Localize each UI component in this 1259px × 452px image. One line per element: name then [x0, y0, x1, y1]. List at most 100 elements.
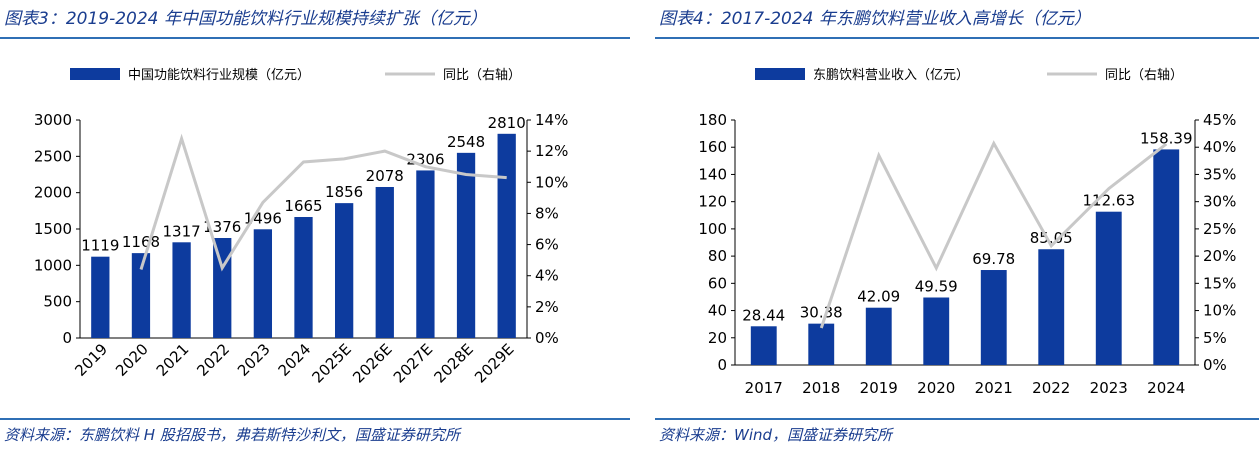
bar-data-label: 112.63	[1083, 192, 1136, 210]
x-tick-label: 2022	[1032, 379, 1070, 397]
figure-title: 图表3：2019-2024 年中国功能饮料行业规模持续扩张（亿元）	[4, 9, 487, 29]
bar	[865, 307, 892, 365]
y-tick-label: 1000	[34, 256, 72, 274]
bar	[456, 152, 476, 338]
y2-tick-label: 5%	[1203, 329, 1227, 347]
y2-tick-label: 35%	[1203, 165, 1236, 183]
bar	[375, 186, 394, 338]
x-tick-label: 2024	[1147, 379, 1185, 397]
x-tick-label: 2023	[234, 340, 274, 380]
y-tick-label: 60	[708, 274, 727, 292]
y2-tick-label: 20%	[1203, 247, 1236, 265]
bar	[497, 133, 516, 338]
y-tick-label: 500	[43, 293, 72, 311]
bar-data-label: 1496	[244, 209, 282, 227]
bar-data-label: 1168	[122, 233, 160, 251]
y-tick-label: 0	[717, 356, 727, 374]
y-tick-label: 40	[708, 302, 727, 320]
bar-data-label: 2078	[366, 167, 404, 185]
chart-panel-revenue: 图表4：2017-2024 年东鹏饮料营业收入高增长（亿元） 东鹏饮料营业收入（…	[655, 0, 1259, 452]
x-tick-label: 2021	[153, 340, 193, 380]
bar	[1095, 211, 1122, 365]
bar	[334, 203, 354, 338]
bar-data-label: 1317	[162, 222, 200, 240]
y-tick-label: 3000	[34, 111, 72, 129]
x-tick-label: 2023	[1090, 379, 1128, 397]
legend-swatch-bar	[755, 68, 805, 80]
y2-tick-label: 25%	[1203, 220, 1236, 238]
y-tick-label: 120	[698, 193, 727, 211]
bar-data-label: 2548	[447, 133, 485, 151]
y-tick-label: 1500	[34, 220, 72, 238]
x-tick-label: 2025E	[309, 340, 355, 386]
bar	[172, 242, 191, 338]
bar-data-label: 1119	[81, 237, 119, 255]
bar	[1153, 149, 1180, 365]
x-tick-label: 2026E	[349, 340, 395, 386]
bar	[253, 229, 273, 338]
y2-tick-label: 0%	[1203, 356, 1227, 374]
y-tick-label: 80	[708, 247, 727, 265]
bar-data-label: 28.44	[742, 306, 785, 324]
bar-data-label: 42.09	[857, 288, 900, 306]
x-tick-label: 2020	[112, 340, 152, 380]
bar	[980, 270, 1007, 365]
revenue-chart: 东鹏饮料营业收入（亿元） 同比（右轴） 0 20 40 60 80 100 120 140 160 1…	[698, 68, 1236, 397]
y2-tick-label: 8%	[535, 204, 559, 222]
y2-tick-label: 10%	[1203, 302, 1236, 320]
bar-data-label: 1856	[325, 183, 363, 201]
legend-label-bar: 中国功能饮料行业规模（亿元）	[128, 68, 310, 83]
x-tick-label: 2028E	[430, 340, 476, 386]
title-divider	[655, 37, 1259, 39]
y-tick-label: 2500	[34, 147, 72, 165]
bar-data-label: 1376	[203, 218, 241, 236]
y2-tick-label: 14%	[535, 111, 568, 129]
bar-data-label: 2810	[488, 114, 526, 132]
y2-tick-label: 30%	[1203, 193, 1236, 211]
x-tick-label: 2020	[917, 379, 955, 397]
y-tick-label: 0	[62, 329, 72, 347]
bar-data-label: 30.38	[800, 304, 843, 322]
growth-line-series	[139, 133, 507, 272]
bar	[1038, 249, 1065, 365]
x-tick-label: 2018	[802, 379, 840, 397]
bar	[750, 326, 777, 365]
y2-tick-label: 40%	[1203, 138, 1236, 156]
growth-line-series	[819, 140, 1168, 329]
legend-label-bar: 东鹏饮料营业收入（亿元）	[813, 68, 969, 83]
bar	[91, 256, 110, 338]
source-divider	[655, 418, 1259, 420]
y-tick-label: 2000	[34, 184, 72, 202]
bar	[131, 253, 151, 338]
legend-swatch-bar	[70, 68, 120, 80]
x-tick-label: 2021	[975, 379, 1013, 397]
bar	[923, 297, 950, 365]
y2-tick-label: 12%	[535, 142, 568, 160]
x-tick-label: 2029E	[471, 340, 517, 386]
legend-label-line: 同比（右轴）	[443, 68, 521, 83]
source-note: 资料来源：Wind，国盛证券研究所	[659, 426, 893, 444]
y2-tick-label: 6%	[535, 236, 559, 254]
bar-data-label: 49.59	[915, 278, 958, 296]
industry-scale-chart: 中国功能饮料行业规模（亿元） 同比（右轴） 0 500 1000 1500 2000 2500…	[34, 68, 568, 387]
y2-tick-label: 15%	[1203, 274, 1236, 292]
y2-tick-label: 10%	[535, 173, 568, 191]
y-tick-label: 20	[708, 329, 727, 347]
bar	[294, 217, 313, 338]
y2-tick-label: 45%	[1203, 111, 1236, 129]
y2-tick-label: 2%	[535, 298, 559, 316]
y-tick-label: 100	[698, 220, 727, 238]
legend-label-line: 同比（右轴）	[1105, 68, 1183, 83]
y-tick-label: 140	[698, 165, 727, 183]
x-tick-label: 2019	[71, 340, 111, 380]
x-tick-label: 2019	[860, 379, 898, 397]
x-tick-label: 2027E	[390, 340, 436, 386]
y-tick-label: 180	[698, 111, 727, 129]
bar-data-label: 1665	[284, 197, 322, 215]
bar	[416, 170, 435, 338]
bar-data-label: 69.78	[972, 250, 1015, 268]
title-divider	[0, 37, 630, 39]
bar	[808, 323, 835, 365]
bar-data-label: 158.39	[1140, 129, 1193, 147]
y2-tick-label: 0%	[535, 329, 559, 347]
